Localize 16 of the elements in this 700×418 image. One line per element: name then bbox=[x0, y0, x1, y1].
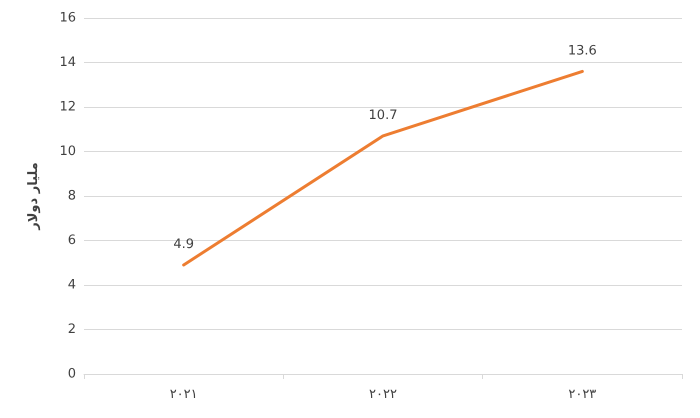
y-tick-label: 2 bbox=[68, 322, 76, 337]
y-tick-label: 14 bbox=[59, 55, 76, 70]
y-tick-label: 4 bbox=[68, 278, 76, 292]
data-label: 10.7 bbox=[368, 108, 398, 123]
y-tick-label: 12 bbox=[59, 100, 76, 114]
x-tick-label: ٢٠٢١ bbox=[170, 387, 198, 402]
data-label: 13.6 bbox=[568, 43, 597, 58]
data-label: 4.9 bbox=[173, 236, 194, 252]
y-tick-label: 0 bbox=[68, 366, 76, 382]
y-tick-label: 16 bbox=[59, 10, 76, 26]
x-tick-label: ٢٠٢٣ bbox=[568, 387, 596, 402]
y-tick-label: 10 bbox=[59, 144, 76, 159]
y-axis-title: مليار دولار bbox=[26, 162, 41, 231]
y-tick-label: 8 bbox=[68, 188, 76, 204]
y-tick-label: 6 bbox=[68, 233, 76, 248]
x-tick-label: ٢٠٢٢ bbox=[369, 387, 397, 402]
